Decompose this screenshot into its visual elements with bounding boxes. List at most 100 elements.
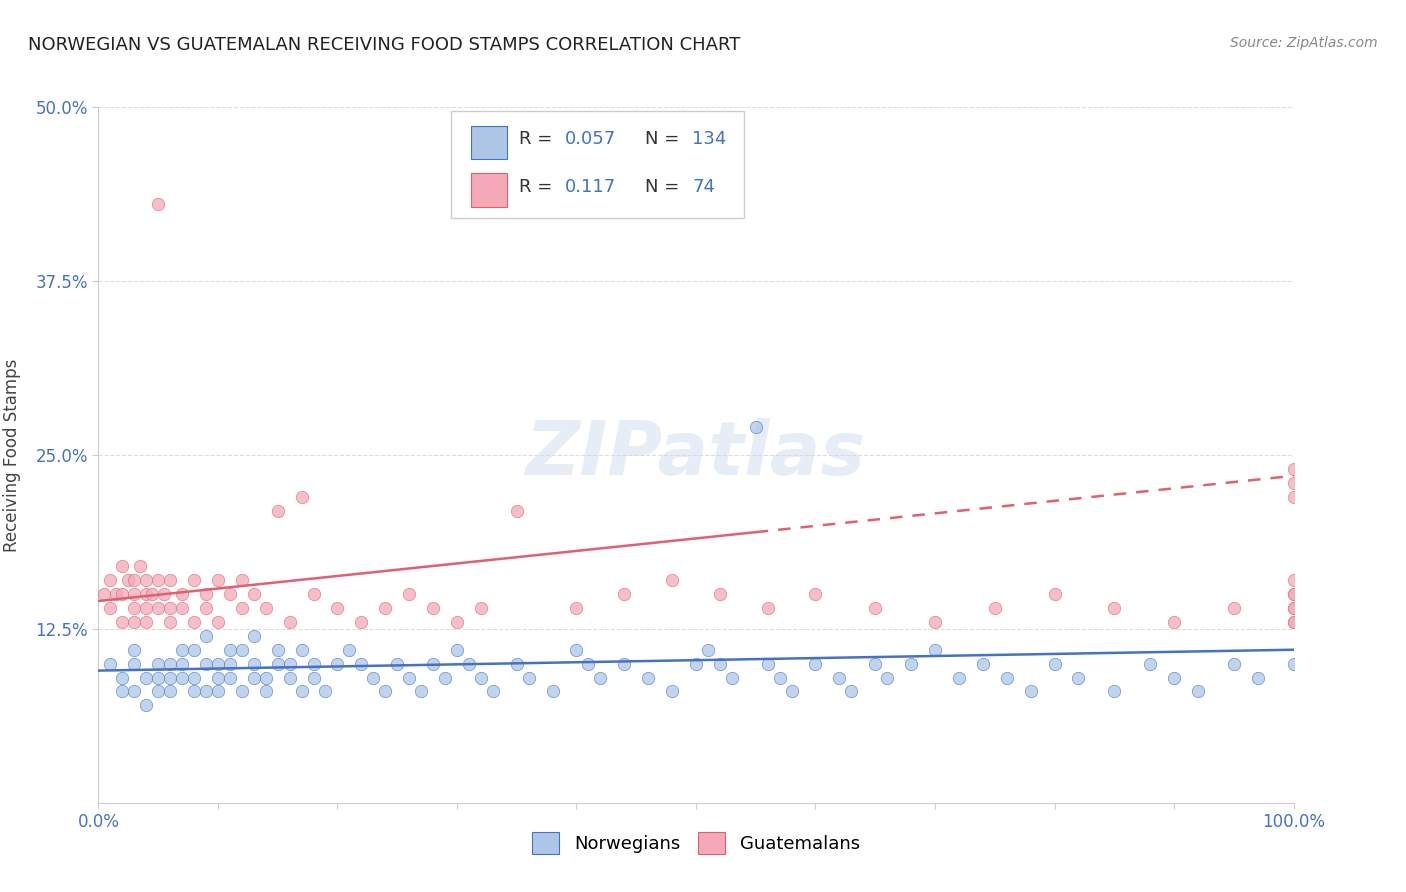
Point — [135, 587, 157, 601]
Point — [1019, 684, 1042, 698]
Point — [172, 601, 194, 615]
Text: 134: 134 — [692, 129, 727, 148]
Point — [111, 615, 134, 629]
Point — [159, 601, 181, 615]
Point — [470, 601, 492, 615]
Point — [398, 587, 420, 601]
Point — [291, 490, 314, 504]
Point — [363, 671, 385, 685]
Point — [900, 657, 922, 671]
Point — [374, 684, 396, 698]
Y-axis label: Receiving Food Stamps: Receiving Food Stamps — [3, 359, 21, 551]
Point — [756, 657, 779, 671]
Point — [697, 642, 720, 657]
Point — [350, 657, 373, 671]
Point — [141, 587, 163, 601]
Point — [267, 503, 290, 517]
Bar — [471, 173, 508, 207]
Point — [243, 587, 266, 601]
Point — [124, 615, 146, 629]
Point — [135, 671, 157, 685]
Point — [1104, 684, 1126, 698]
Point — [1223, 657, 1246, 671]
Text: N =: N = — [644, 129, 685, 148]
Point — [948, 671, 970, 685]
Point — [589, 671, 612, 685]
Point — [721, 671, 744, 685]
Point — [924, 642, 946, 657]
Point — [685, 657, 707, 671]
Point — [124, 601, 146, 615]
Point — [374, 601, 396, 615]
Point — [159, 684, 181, 698]
Point — [422, 601, 444, 615]
Point — [506, 657, 529, 671]
Point — [207, 657, 229, 671]
Point — [578, 657, 600, 671]
Point — [326, 657, 349, 671]
Point — [1282, 601, 1305, 615]
Point — [159, 615, 181, 629]
Point — [315, 684, 337, 698]
Point — [995, 671, 1018, 685]
Point — [153, 587, 176, 601]
Point — [135, 573, 157, 587]
Point — [135, 615, 157, 629]
Point — [804, 587, 827, 601]
Point — [243, 671, 266, 685]
Point — [446, 615, 468, 629]
Point — [148, 601, 170, 615]
Point — [219, 587, 242, 601]
Point — [159, 657, 181, 671]
Point — [972, 657, 994, 671]
Point — [1282, 490, 1305, 504]
Point — [183, 573, 205, 587]
Point — [661, 684, 683, 698]
Point — [385, 657, 409, 671]
Point — [1282, 615, 1305, 629]
Point — [841, 684, 863, 698]
Point — [195, 684, 218, 698]
Point — [105, 587, 128, 601]
Point — [709, 657, 731, 671]
Point — [267, 642, 290, 657]
Text: Source: ZipAtlas.com: Source: ZipAtlas.com — [1230, 36, 1378, 50]
Point — [326, 601, 349, 615]
Point — [1282, 601, 1305, 615]
Point — [135, 601, 157, 615]
Text: NORWEGIAN VS GUATEMALAN RECEIVING FOOD STAMPS CORRELATION CHART: NORWEGIAN VS GUATEMALAN RECEIVING FOOD S… — [28, 36, 741, 54]
Text: 0.117: 0.117 — [565, 178, 616, 195]
Text: ZIPatlas: ZIPatlas — [526, 418, 866, 491]
Point — [769, 671, 792, 685]
Point — [398, 671, 420, 685]
Point — [661, 573, 683, 587]
Point — [470, 671, 492, 685]
Point — [98, 573, 122, 587]
Point — [124, 642, 146, 657]
Point — [291, 642, 314, 657]
Point — [148, 197, 170, 211]
Point — [434, 671, 457, 685]
Point — [613, 587, 636, 601]
Point — [1104, 601, 1126, 615]
Point — [446, 642, 468, 657]
Point — [207, 573, 229, 587]
Point — [183, 642, 205, 657]
Point — [1282, 587, 1305, 601]
Point — [709, 587, 731, 601]
Text: N =: N = — [644, 178, 690, 195]
Point — [207, 671, 229, 685]
Point — [93, 587, 115, 601]
Text: 0.057: 0.057 — [565, 129, 616, 148]
Point — [195, 601, 218, 615]
Point — [1187, 684, 1209, 698]
Point — [1282, 657, 1305, 671]
Bar — [471, 126, 508, 160]
Point — [1139, 657, 1161, 671]
Point — [124, 587, 146, 601]
Point — [278, 657, 301, 671]
Point — [613, 657, 636, 671]
Point — [745, 420, 768, 434]
Point — [124, 573, 146, 587]
Point — [148, 671, 170, 685]
